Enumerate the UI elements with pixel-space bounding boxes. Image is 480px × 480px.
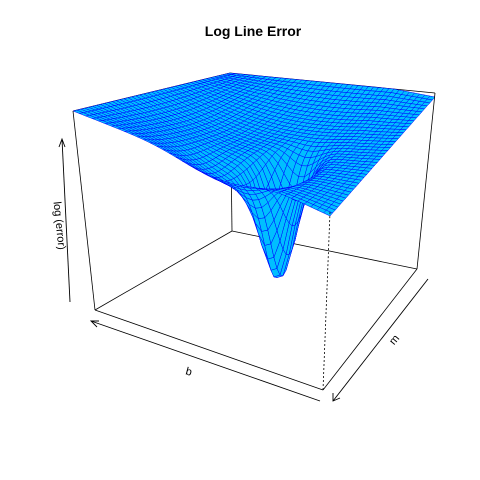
surface-facet (323, 209, 334, 217)
front-edge-right-vertical (416, 92, 436, 270)
front-box-edges (72, 92, 436, 391)
x-axis-arrowhead (89, 320, 99, 328)
back-edge-bottom-left (94, 230, 233, 311)
surface-mesh (72, 72, 436, 279)
front-edge-left-vertical (72, 110, 96, 311)
z-axis-arrowhead (58, 137, 66, 148)
z-axis-label: log (error) (50, 201, 67, 250)
x-axis-label: b (184, 366, 193, 379)
y-axis-arrow (332, 278, 429, 402)
front-edge-bottom-front (94, 309, 324, 391)
front-edge-bottom-right (322, 268, 418, 391)
front-edge-hidden-vertical (322, 211, 331, 391)
z-axis-arrow (61, 138, 71, 303)
y-axis-arrowhead (332, 393, 341, 402)
chart-title: Log Line Error (205, 23, 302, 39)
y-axis-label: m (387, 333, 402, 348)
axis-arrows (58, 137, 429, 402)
x-axis-arrow (90, 320, 321, 402)
